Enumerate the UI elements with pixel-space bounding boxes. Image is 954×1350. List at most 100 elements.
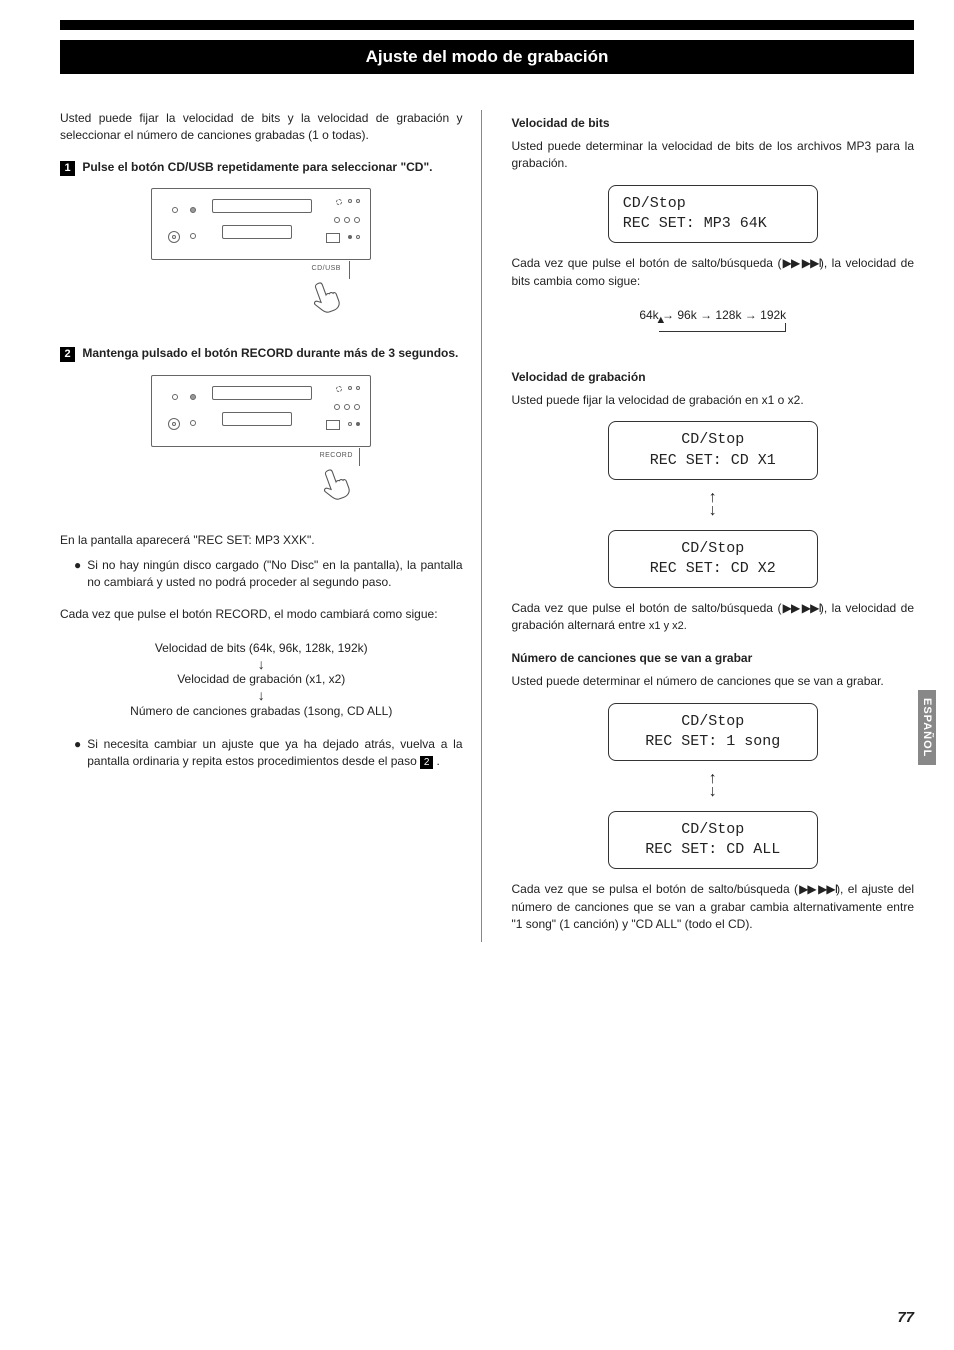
up-arrow-icon: ▲ xyxy=(655,314,666,326)
device-dot xyxy=(348,235,352,239)
device-ring xyxy=(168,231,180,243)
device-figure-1: CD/USB xyxy=(60,188,463,317)
device-dot xyxy=(348,422,352,426)
speed-skip-text: Cada vez que pulse el botón de salto/bús… xyxy=(512,600,915,635)
lcd-speed-x2: CD/Stop REC SET: CD X2 xyxy=(608,530,818,589)
songs-heading: Número de canciones que se van a grabar xyxy=(512,651,915,665)
bullet-restart-pre: Si necesita cambiar un ajuste que ya ha … xyxy=(87,737,462,768)
device-dot xyxy=(190,394,196,400)
hand-pointer-icon xyxy=(303,273,350,322)
left-column: Usted puede fijar la velocidad de bits y… xyxy=(60,110,482,942)
section-title: Ajuste del modo de grabación xyxy=(366,47,609,66)
bitrate-skip-text: Cada vez que pulse el botón de salto/bús… xyxy=(512,255,915,290)
device-slot xyxy=(222,225,292,239)
device-dot xyxy=(336,199,342,205)
bullet-restart: ● Si necesita cambiar un ajuste que ya h… xyxy=(74,736,463,771)
step-ref-badge: 2 xyxy=(420,756,433,769)
flow-item-songs: Número de canciones grabadas (1song, CD … xyxy=(60,704,463,718)
hand-pointer-icon xyxy=(313,460,360,509)
cycle-return-line xyxy=(659,323,786,332)
bullet-no-disc-text: Si no hay ningún disco cargado ("No Disc… xyxy=(87,557,462,592)
down-arrow-icon: ↓ xyxy=(60,656,463,673)
bitrate-val: 192k xyxy=(760,308,786,322)
bitrate-cycle: 64k → 96k → 128k → 192k ▲ xyxy=(512,306,915,340)
flow-item-speed: Velocidad de grabación (x1, x2) xyxy=(60,672,463,686)
bitrate-skip-pre: Cada vez que pulse el botón de salto/bús… xyxy=(512,256,782,270)
device-dot xyxy=(190,207,196,213)
bullet-dot-icon: ● xyxy=(74,557,81,592)
mode-flow: Velocidad de bits (64k, 96k, 128k, 192k)… xyxy=(60,641,463,718)
device-display xyxy=(212,199,312,213)
device-dot xyxy=(348,199,352,203)
updown-arrow-icon: ↑↓ xyxy=(512,492,915,518)
speed-skip-pre: Cada vez que pulse el botón de salto/bús… xyxy=(512,601,782,615)
step-2-text: Mantenga pulsado el botón RECORD durante… xyxy=(82,346,458,360)
device-illustration xyxy=(151,188,371,260)
down-arrow-icon: ↓ xyxy=(60,687,463,704)
updown-arrow-icon: ↑↓ xyxy=(512,773,915,799)
songs-lcd-group: CD/Stop REC SET: 1 song ↑↓ CD/Stop REC S… xyxy=(512,703,915,870)
skip-forward-icon: ▶▶ ▶▶I xyxy=(798,882,836,896)
device-dot xyxy=(354,404,360,410)
device-dot xyxy=(356,386,360,390)
songs-skip-text: Cada vez que se pulsa el botón de salto/… xyxy=(512,881,915,933)
device-figure-2: RECORD xyxy=(60,375,463,504)
bitrate-intro: Usted puede determinar la velocidad de b… xyxy=(512,138,915,173)
device-dot xyxy=(190,420,196,426)
right-column: Velocidad de bits Usted puede determinar… xyxy=(506,110,915,942)
leader-line xyxy=(349,261,350,279)
device-dot xyxy=(356,235,360,239)
device-button-label: CD/USB xyxy=(190,265,463,272)
device-button-label: RECORD xyxy=(210,452,463,459)
language-tab: ESPAÑOL xyxy=(918,690,936,765)
lcd-bitrate: CD/Stop REC SET: MP3 64K xyxy=(608,185,818,244)
skip-forward-icon: ▶▶ ▶▶I xyxy=(781,601,819,615)
device-dot xyxy=(344,217,350,223)
flow-item-bitrate: Velocidad de bits (64k, 96k, 128k, 192k) xyxy=(60,641,463,655)
speed-skip-tail: x1 y x2. xyxy=(649,620,687,632)
page-number: 77 xyxy=(897,1309,914,1326)
device-dot xyxy=(172,394,178,400)
bitrate-heading: Velocidad de bits xyxy=(512,116,915,130)
device-slot xyxy=(222,412,292,426)
bitrate-val: 96k xyxy=(677,308,696,322)
bullet-restart-text: Si necesita cambiar un ajuste que ya ha … xyxy=(87,736,462,771)
intro-text: Usted puede fijar la velocidad de bits y… xyxy=(60,110,463,145)
songs-intro: Usted puede determinar el número de canc… xyxy=(512,673,915,690)
device-dot xyxy=(172,207,178,213)
device-dot xyxy=(334,404,340,410)
device-illustration xyxy=(151,375,371,447)
lcd-speed-x1: CD/Stop REC SET: CD X1 xyxy=(608,421,818,480)
lcd-songs-1: CD/Stop REC SET: 1 song xyxy=(608,703,818,762)
speed-intro: Usted puede fijar la velocidad de grabac… xyxy=(512,392,915,409)
lcd-songs-all: CD/Stop REC SET: CD ALL xyxy=(608,811,818,870)
device-dot xyxy=(190,233,196,239)
device-dot xyxy=(354,217,360,223)
step-1: 1 Pulse el botón CD/USB repetidamente pa… xyxy=(60,159,463,176)
device-card-slot xyxy=(326,420,340,430)
leader-line xyxy=(359,448,360,466)
device-dot xyxy=(356,422,360,426)
section-header: Ajuste del modo de grabación xyxy=(60,40,914,74)
songs-skip-pre: Cada vez que se pulsa el botón de salto/… xyxy=(512,882,799,896)
device-dot xyxy=(336,386,342,392)
step-1-number: 1 xyxy=(60,161,75,176)
step-1-text: Pulse el botón CD/USB repetidamente para… xyxy=(82,160,432,174)
top-border-bar xyxy=(60,20,914,30)
device-dot xyxy=(356,199,360,203)
record-cycle-intro: Cada vez que pulse el botón RECORD, el m… xyxy=(60,606,463,623)
bullet-restart-post: . xyxy=(436,754,439,768)
bullet-no-disc: ● Si no hay ningún disco cargado ("No Di… xyxy=(74,557,463,592)
speed-lcd-group: CD/Stop REC SET: CD X1 ↑↓ CD/Stop REC SE… xyxy=(512,421,915,588)
bitrate-cycle-box: 64k → 96k → 128k → 192k ▲ xyxy=(635,306,790,340)
device-dot xyxy=(344,404,350,410)
content-columns: Usted puede fijar la velocidad de bits y… xyxy=(60,110,914,942)
device-display xyxy=(212,386,312,400)
device-ring xyxy=(168,418,180,430)
bitrate-val: 128k xyxy=(715,308,741,322)
right-arrow-icon: → xyxy=(745,308,760,322)
step-2-number: 2 xyxy=(60,347,75,362)
device-dot xyxy=(334,217,340,223)
after-step2-text: En la pantalla aparecerá "REC SET: MP3 X… xyxy=(60,532,463,549)
device-card-slot xyxy=(326,233,340,243)
